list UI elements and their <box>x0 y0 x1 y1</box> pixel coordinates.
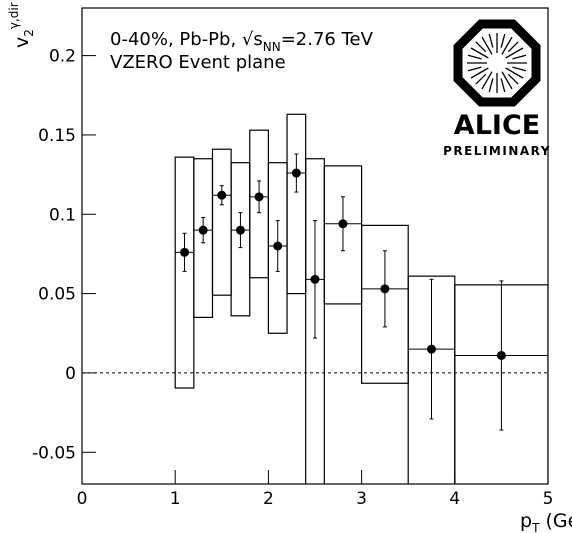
x-label-main: p <box>520 510 532 532</box>
x-label-rest: (GeV/c) <box>539 510 572 532</box>
point <box>310 274 320 284</box>
annotation-text: =2.76 TeV <box>281 29 374 50</box>
y-tick-label: 0 <box>65 364 76 384</box>
sys-box <box>174 156 195 389</box>
logo-name: ALICE <box>454 110 540 141</box>
y-axis-label: v2γ,dir <box>7 2 36 48</box>
logo-ray <box>500 78 506 93</box>
y-tick-label: 0.05 <box>38 285 76 305</box>
point <box>217 190 227 200</box>
logo-rays <box>467 33 527 93</box>
logo-ray <box>467 54 482 60</box>
logo-ray <box>500 33 506 48</box>
point <box>496 350 506 360</box>
y-tick-label: 0.15 <box>38 126 76 146</box>
sys-box <box>211 148 232 296</box>
logo-ray <box>507 41 519 53</box>
x-tick-label: 0 <box>77 489 88 509</box>
logo-ray <box>488 33 494 48</box>
y-tick-label: 0.1 <box>49 205 76 225</box>
x-tick-label: 5 <box>543 489 554 509</box>
x-axis-label: pT (GeV/c) <box>520 510 572 533</box>
logo-octagon <box>453 19 541 107</box>
y-label-main: v <box>11 37 33 48</box>
point <box>427 344 436 354</box>
frame <box>81 7 549 485</box>
point <box>291 168 301 178</box>
logo-ray <box>475 41 487 53</box>
logo-ray <box>475 73 487 85</box>
point <box>273 241 283 251</box>
sys-box <box>286 113 307 295</box>
logo-ray <box>507 73 519 85</box>
logo-ray <box>501 71 513 90</box>
point <box>380 284 390 294</box>
x-tick-label: 3 <box>356 489 367 509</box>
y-label-sub: 2 <box>22 29 36 37</box>
logo-ray <box>512 54 527 60</box>
logo-ray <box>481 71 493 90</box>
annotation-sub: NN <box>263 40 281 54</box>
point <box>180 247 190 257</box>
sys-box <box>305 158 325 484</box>
plot-area <box>82 113 548 484</box>
y-label-sup: γ,dir <box>7 2 21 29</box>
logo-ray <box>505 47 524 59</box>
annotation: VZERO Event plane <box>110 52 286 73</box>
x-tick-label: 2 <box>263 489 274 509</box>
point <box>254 192 264 202</box>
logo-ray <box>512 66 527 72</box>
y-tick-label: 0.2 <box>49 47 76 67</box>
y-tick-label: -0.05 <box>32 443 76 463</box>
logo-ray <box>470 67 489 79</box>
x-label-sub: T <box>531 521 540 533</box>
logo-ray <box>470 47 489 59</box>
logo-ray <box>481 36 493 55</box>
logo-ray <box>505 67 524 79</box>
annotation: 0-40%, Pb-Pb, √sNN=2.76 TeV <box>110 29 374 54</box>
point <box>338 219 348 229</box>
point <box>235 225 245 235</box>
logo-ray <box>467 66 482 72</box>
x-tick-label: 1 <box>170 489 181 509</box>
point <box>198 225 208 235</box>
logo-status: PRELIMINARY <box>443 144 551 158</box>
logo-ray <box>501 36 513 55</box>
annotation-text: 0-40%, Pb-Pb, √s <box>110 29 263 50</box>
x-tick-label: 4 <box>449 489 460 509</box>
logo: ALICE PRELIMINARY <box>443 19 551 158</box>
logo-ray <box>488 78 494 93</box>
